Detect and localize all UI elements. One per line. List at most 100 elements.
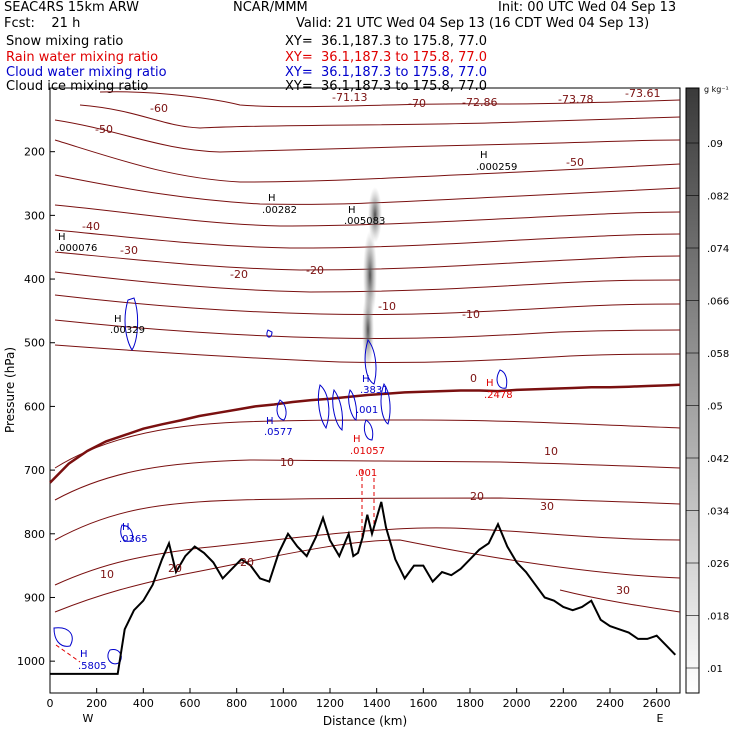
temp-label: -73.61 (625, 87, 660, 100)
x-tick-label: 2600 (643, 697, 671, 710)
extreme-value: .000076 (56, 243, 97, 254)
field-rain-xy: XY= 36.1,187.3 to 175.8, 77.0 (285, 50, 488, 65)
extreme-h: H (362, 374, 370, 385)
temp-label: -72.86 (462, 96, 497, 109)
y-tick-label: 800 (24, 528, 45, 541)
field-cloudice-xy: XY= 36.1,187.3 to 175.8, 77.0 (285, 79, 488, 94)
temp-label: 10 (100, 568, 114, 581)
colorbar-tick-label: .018 (707, 612, 729, 623)
freezing-level-line (49, 383, 681, 484)
temp-label: -20 (306, 264, 324, 277)
isotherm-10 (54, 319, 681, 340)
y-axis: 200 300 400 500 600 700 800 900 1000 (17, 146, 55, 668)
plot-frame (49, 87, 681, 694)
extreme-value: .000259 (476, 162, 517, 173)
temp-label: 10 (544, 445, 558, 458)
extreme-value: .0577 (264, 427, 293, 438)
extreme-value: .005083 (344, 216, 385, 227)
x-tick-label: 200 (86, 697, 107, 710)
field-snow-xy: XY= 36.1,187.3 to 175.8, 77.0 (285, 34, 488, 49)
extreme-h: H (486, 378, 494, 389)
x-tick-label: 1000 (269, 697, 297, 710)
temp-label: -71.13 (332, 91, 367, 104)
x-axis-label: Distance (km) (323, 714, 407, 728)
temp-label: -10 (378, 300, 396, 313)
colorbar-unit: g kg⁻¹ (704, 85, 729, 94)
field-rain-name: Rain water mixing ratio (6, 50, 159, 65)
y-axis-label: Pressure (hPa) (3, 347, 17, 433)
valid-time: Valid: 21 UTC Wed 04 Sep 13 (16 CDT Wed … (296, 16, 650, 31)
extreme-value: .5805 (78, 661, 107, 672)
colorbar-tick-label: .074 (707, 244, 729, 255)
isotherm-25 (54, 251, 681, 271)
temp-label: -20 (230, 268, 248, 281)
extreme-value: .001 (356, 405, 378, 416)
y-tick-label: 300 (24, 209, 45, 222)
colorbar-tick-label: .034 (707, 507, 729, 518)
y-tick-label: 700 (24, 464, 45, 477)
run-title: SEAC4RS 15km ARW (4, 0, 140, 15)
colorbar-tick-label: .058 (707, 349, 729, 360)
extreme-h: H (58, 232, 66, 243)
x-tick-label: 1800 (456, 697, 484, 710)
x-tick-label: 1600 (409, 697, 437, 710)
colorbar-tick-label: .082 (707, 192, 729, 203)
extreme-h: H (353, 434, 361, 445)
extreme-h: H (268, 193, 276, 204)
isotherm-20 (54, 271, 681, 293)
extreme-value: .00329 (110, 325, 145, 336)
extreme-h: H (114, 314, 122, 325)
x-tick-label: 2000 (503, 697, 531, 710)
extreme-h: H (80, 649, 88, 660)
isotherm-p25 (54, 539, 681, 613)
temp-label: -60 (150, 102, 168, 115)
isotherm-65 (79, 104, 681, 129)
extreme-h: H (266, 416, 274, 427)
y-tick-label: 200 (24, 146, 45, 159)
field-cloudwater-xy: XY= 36.1,187.3 to 175.8, 77.0 (285, 65, 488, 80)
colorbar-tick-label: .09 (707, 139, 723, 150)
isotherm-60 (54, 119, 681, 153)
temp-label: -73.78 (558, 93, 593, 106)
temp-label: 20 (470, 490, 484, 503)
extreme-value: .3831 (360, 385, 389, 396)
isotherm-30 (54, 229, 681, 249)
colorbar (685, 87, 700, 694)
isotherm-15 (54, 294, 681, 316)
colorbar-tick-label: .026 (707, 559, 729, 570)
colorbar-tick-label: .066 (707, 297, 729, 308)
y-tick-label: 500 (24, 337, 45, 350)
temp-label: 20 (240, 556, 254, 569)
x-tick-label: 600 (180, 697, 201, 710)
temp-label: 20 (168, 562, 182, 575)
x-tick-label: 0 (47, 697, 54, 710)
extreme-h: H (480, 150, 488, 161)
terrain-line (50, 501, 677, 675)
extreme-h: H (348, 205, 356, 216)
colorbar-tick-label: .05 (707, 402, 723, 413)
field-cloudwater-name: Cloud water mixing ratio (6, 65, 167, 80)
x-axis: 0 200 400 600 800 1000 1200 1400 1600 1800 2000 220… (47, 688, 671, 710)
y-tick-label: 400 (24, 273, 45, 286)
forecast-hour: Fcst: 21 h (4, 16, 81, 31)
x-tick-label: 400 (133, 697, 154, 710)
temp-label: -50 (566, 156, 584, 169)
isotherm-45 (54, 174, 681, 205)
colorbar-tick-label: .01 (707, 664, 723, 675)
temp-label: -70 (408, 97, 426, 110)
temp-label: 0 (470, 372, 477, 385)
x-tick-label: 1400 (363, 697, 391, 710)
extreme-value: .0365 (119, 534, 148, 545)
plume-lower (362, 290, 374, 370)
y-tick-label: 900 (24, 591, 45, 604)
isotherm-50 (54, 139, 681, 183)
x-tick-label: 800 (226, 697, 247, 710)
endpoint-west: W (83, 712, 94, 725)
extreme-h: H (122, 522, 130, 533)
isotherm-labels: -60 -50 -40 -30 -20 -10 0 10 20 30 -70 -… (82, 87, 660, 597)
extreme-value: .00282 (262, 205, 297, 216)
temp-label: 30 (540, 500, 554, 513)
temp-label: 30 (616, 584, 630, 597)
isotherm-70 (99, 91, 681, 108)
x-tick-label: 2200 (549, 697, 577, 710)
